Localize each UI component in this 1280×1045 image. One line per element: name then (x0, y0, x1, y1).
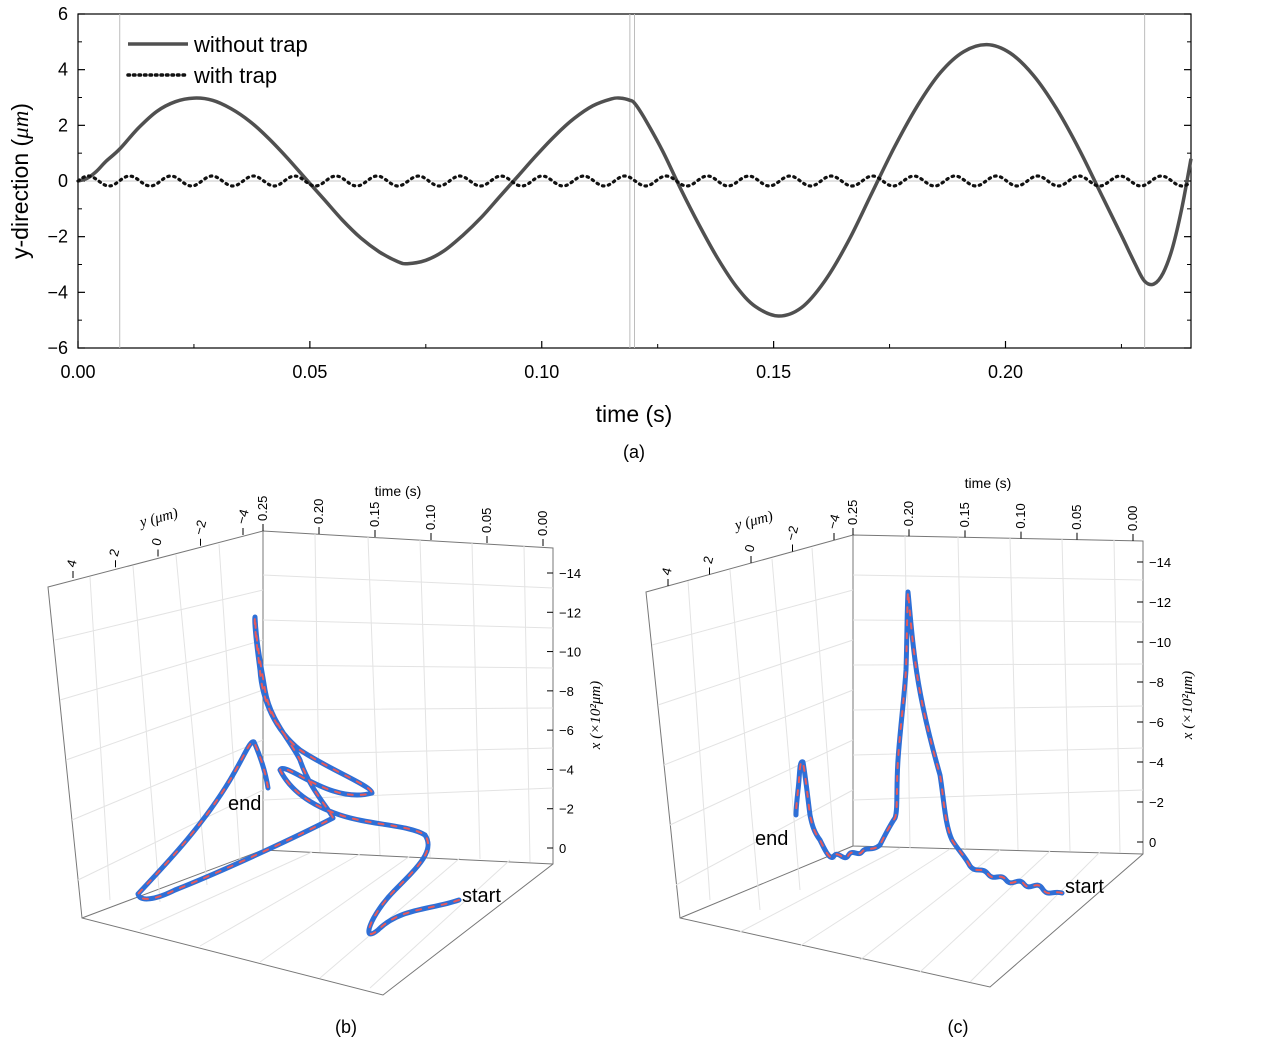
x-tick-label: −6 (559, 723, 574, 738)
x-tick-label: 0.00 (60, 362, 95, 382)
3d-grid-c (651, 535, 1144, 983)
y-tick-label: 4 (58, 60, 68, 80)
caption-c: (c) (948, 1017, 969, 1037)
panel-a-line-chart: 0.00 0.05 0.10 0.15 0.20 −6 −4 −2 0 2 4 6 without t… (7, 4, 1193, 462)
y-tick-label: −2 (783, 524, 801, 542)
x-tick-label: 0.10 (524, 362, 559, 382)
y-tick-label: 0 (148, 536, 164, 547)
y-tick-label: 4 (63, 558, 79, 569)
time-tick-label: 0.25 (255, 496, 270, 521)
3d-grid-b (54, 533, 554, 989)
y-axis-title: y-direction (μm) (7, 103, 33, 259)
end-label-b: end (228, 793, 261, 815)
time-tick-label: 0.15 (367, 502, 382, 527)
x-tick-label: −12 (559, 605, 581, 620)
time-tick-label: 0.15 (957, 502, 972, 527)
x-tick-label: 0.05 (292, 362, 327, 382)
y-axis-title-close: ) (7, 103, 33, 111)
panel-c-3d-trajectory: 0.25 0.20 0.15 0.10 0.05 0.00 time (s) 4 2 0 −2 −4 y… (645, 475, 1196, 1037)
y-tick-label: −2 (47, 227, 68, 247)
y-tick-label: −4 (47, 282, 68, 302)
x-tick-label: −4 (1149, 755, 1164, 770)
time-tick-label: 0.20 (311, 499, 326, 524)
x-tick-label: 0.20 (988, 362, 1023, 382)
legend: without trap with trap (126, 32, 308, 88)
y-tick-label: −6 (47, 338, 68, 358)
trajectory-c (793, 589, 1065, 896)
y-tick-label: 2 (106, 547, 122, 558)
3d-ticks-c: 0.25 0.20 0.15 0.10 0.05 0.00 time (s) 4 2 0 −2 −4 y… (658, 475, 1196, 850)
time-tick-label: 0.00 (535, 511, 550, 536)
x-tick-label: 0 (559, 841, 566, 856)
x-axis-title-3d: x (×10²μm) (588, 681, 604, 750)
y-tick-label: 6 (58, 4, 68, 24)
3d-ticks-b: 0.25 0.20 0.15 0.10 0.05 0.00 time (s) 4 2 0 −2 −4 y… (63, 483, 604, 856)
time-tick-label: 0.20 (901, 501, 916, 526)
legend-label-without-trap: without trap (193, 32, 308, 57)
axis-ticks: 0.00 0.05 0.10 0.15 0.20 −6 −4 −2 0 2 4 6 (47, 4, 1191, 382)
legend-label-with-trap: with trap (193, 63, 277, 88)
series-group (76, 42, 1193, 318)
x-tick-label: −6 (1149, 715, 1164, 730)
x-tick-label: −12 (1149, 595, 1171, 610)
x-tick-label: −2 (559, 802, 574, 817)
time-tick-label: 0.10 (423, 505, 438, 530)
y-tick-label: 2 (58, 115, 68, 135)
x-tick-label: −10 (559, 645, 581, 660)
x-tick-label: −4 (559, 762, 574, 777)
x-tick-label: 0 (1149, 835, 1156, 850)
time-tick-label: 0.05 (1069, 504, 1084, 529)
panel-b-3d-trajectory: 0.25 0.20 0.15 0.10 0.05 0.00 time (s) 4 2 0 −2 −4 y… (47, 483, 604, 1037)
x-tick-label: −10 (1149, 635, 1171, 650)
y-axis-title-3d: y (μm) (731, 508, 775, 534)
y-tick-label: 0 (741, 543, 757, 554)
x-tick-label: −8 (559, 684, 574, 699)
x-tick-label: −8 (1149, 675, 1164, 690)
x-tick-label: −14 (1149, 555, 1171, 570)
x-tick-label: 0.15 (756, 362, 791, 382)
y-tick-label: −4 (233, 508, 251, 526)
x-axis-title-3d: x (×10²μm) (1180, 671, 1196, 740)
time-axis-title: time (s) (375, 483, 422, 499)
start-label-b: start (462, 885, 501, 907)
time-tick-label: 0.00 (1125, 506, 1140, 531)
time-tick-label: 0.05 (479, 508, 494, 533)
end-label-c: end (755, 828, 788, 850)
y-tick-label: 2 (700, 554, 716, 565)
y-axis-title-text: y-direction ( (7, 139, 33, 259)
x-axis-title: time (s) (596, 401, 673, 427)
time-tick-label: 0.25 (845, 500, 860, 525)
trajectory-dash-overlay (795, 591, 1063, 895)
y-axis-title-unit: μm (8, 111, 33, 140)
time-tick-label: 0.10 (1013, 503, 1028, 528)
series-without-trap (77, 42, 1193, 318)
y-tick-label: 0 (58, 171, 68, 191)
trajectory-dash-overlay (137, 616, 460, 936)
time-axis-title: time (s) (965, 475, 1012, 491)
3d-box-c (645, 534, 1144, 988)
caption-a: (a) (623, 442, 645, 462)
series-with-trap (76, 174, 1193, 188)
trajectory-b (135, 614, 462, 937)
y-tick-label: −4 (824, 513, 842, 531)
x-tick-label: −14 (559, 566, 581, 581)
caption-b: (b) (335, 1017, 357, 1037)
start-label-c: start (1065, 876, 1104, 898)
y-tick-label: 4 (658, 566, 674, 577)
x-tick-label: −2 (1149, 795, 1164, 810)
y-tick-label: −2 (191, 518, 209, 536)
y-axis-title-3d: y (μm) (136, 505, 180, 531)
